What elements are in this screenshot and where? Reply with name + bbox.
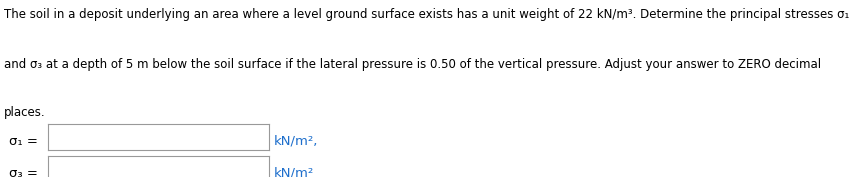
- Text: places.: places.: [4, 106, 46, 119]
- Text: The soil in a deposit underlying an area where a level ground surface exists has: The soil in a deposit underlying an area…: [4, 8, 850, 21]
- Text: kN/m²: kN/m²: [273, 166, 313, 177]
- Text: σ₃ =: σ₃ =: [9, 167, 37, 177]
- Text: kN/m²,: kN/m²,: [273, 134, 318, 147]
- Text: and σ₃ at a depth of 5 m below the soil surface if the lateral pressure is 0.50 : and σ₃ at a depth of 5 m below the soil …: [4, 58, 821, 71]
- Text: σ₁ =: σ₁ =: [9, 135, 37, 148]
